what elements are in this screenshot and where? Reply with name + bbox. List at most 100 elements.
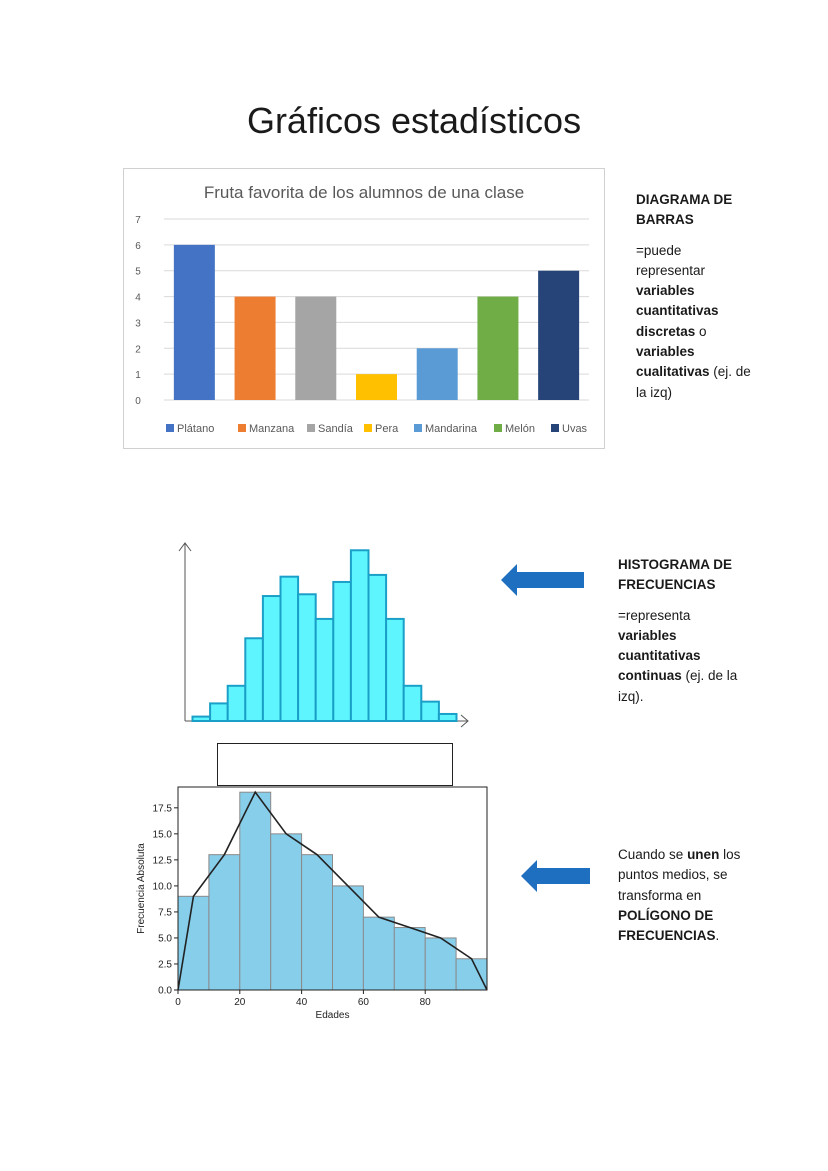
bar-y-tick-label: 3 (135, 318, 141, 329)
poly-l4: POLÍGONO DE (618, 907, 714, 923)
histogram-chart (178, 542, 469, 728)
poly-y-tick-label: 10.0 (153, 881, 173, 892)
poly-l1-bold: unen (687, 847, 720, 862)
page-title: Gráficos estadísticos (246, 100, 582, 141)
histogram-bar-11 (385, 617, 405, 722)
arrow-left-icon (501, 564, 584, 596)
bar-desc-l8: la izq) (636, 384, 673, 400)
bar-desc-l5-bold: discretas (636, 323, 696, 339)
hist-heading-2: FRECUENCIAS (618, 577, 716, 593)
bar-desc-l7-rest: (ej. de (709, 364, 751, 380)
histogram-bar-5 (279, 575, 300, 723)
histogram-bar-0 (191, 715, 212, 723)
frequency-polygon-chart: 0.0 2.5 5.0 7.5 10.0 12.5 15.0 17.5 0 20 40 60 80 Eda… (136, 786, 488, 1021)
histogram-bar-13 (420, 700, 440, 722)
poly-x-tick-label: 60 (358, 997, 370, 1008)
hist-desc-l2: variables (618, 627, 677, 643)
freq-bar-5 (332, 885, 364, 991)
histogram-bar-8 (332, 580, 352, 722)
bar-desc-l4: cuantitativas (636, 303, 719, 319)
histogram-bar-1 (209, 702, 229, 722)
bar-desc-l7-bold: cualitativas (636, 364, 710, 380)
freq-bar-9 (455, 958, 488, 991)
bar-6 (538, 270, 580, 400)
bar-1 (234, 296, 276, 400)
freq-bar-2 (239, 791, 272, 991)
bar-0 (173, 244, 215, 400)
frequency-polygon-line (177, 790, 488, 991)
bar-5 (477, 296, 519, 400)
freq-bar-3 (270, 833, 303, 991)
hist-x-axis-arrow (460, 714, 469, 728)
bar-y-tick-label: 7 (135, 215, 141, 226)
poly-l5-bold: FRECUENCIAS (618, 928, 716, 944)
legend-label: Uvas (562, 423, 588, 435)
hist-heading-1: HISTOGRAMA DE (618, 557, 733, 572)
poly-l5-rest: . (715, 928, 720, 944)
legend-label: Plátano (177, 423, 214, 435)
poly-y-tick-label: 15.0 (153, 829, 173, 840)
bar-desc-l3: variables (636, 283, 695, 299)
bar-y-tick-label: 4 (135, 293, 141, 304)
histogram-bar-12 (402, 684, 423, 723)
bar-chart: Fruta favorita de los alumnos de una cla… (135, 183, 589, 435)
legend-swatch (494, 424, 502, 432)
legend-label: Sandía (318, 423, 354, 435)
bar-3 (356, 374, 397, 400)
bar-desc-l6: variables (636, 344, 695, 360)
histogram-bar-7 (314, 617, 335, 722)
poly-l1-a: Cuando se (618, 847, 688, 862)
empty-label-box (217, 743, 453, 786)
bar-chart-title: Fruta favorita de los alumnos de una cla… (204, 183, 524, 202)
hist-desc-l5: izq). (618, 688, 644, 704)
freq-bar-4 (301, 854, 334, 991)
histogram-bar-3 (244, 637, 264, 722)
hist-desc-l3: cuantitativas (618, 648, 701, 664)
poly-l2: puntos medios, se (618, 867, 728, 883)
bar-y-tick-label: 0 (135, 396, 141, 407)
legend-swatch (238, 424, 246, 432)
poly-x-tick-label: 80 (420, 997, 432, 1008)
bar-y-tick-label: 6 (135, 241, 141, 252)
legend-swatch (551, 424, 559, 432)
poly-y-tick-label: 12.5 (153, 855, 173, 866)
hist-desc-l1: =representa (618, 607, 691, 623)
legend-swatch (414, 424, 422, 432)
freq-bar-7 (393, 927, 426, 991)
poly-l1-b: los (719, 847, 741, 862)
hist-desc-l4-rest: (ej. de la (681, 668, 738, 684)
hist-y-axis-arrow (178, 542, 192, 552)
poly-x-tick-label: 40 (296, 997, 308, 1008)
poly-x-label: Edades (316, 1010, 350, 1021)
poly-y-tick-label: 0.0 (158, 986, 172, 997)
bar-desc-l5-rest: o (695, 323, 707, 339)
poly-y-tick-label: 17.5 (153, 803, 173, 814)
bar-desc-l1: =puede (636, 242, 682, 258)
histogram-bar-14 (437, 712, 458, 723)
bar-chart-frame: Fruta favorita de los alumnos de una cla… (123, 168, 605, 449)
histogram-bar-6 (297, 593, 317, 722)
bar-heading-2: BARRAS (636, 212, 694, 228)
legend-swatch (166, 424, 174, 432)
bar-chart-description: DIAGRAMA DE BARRAS =puede representar va… (636, 190, 776, 403)
legend-label: Pera (375, 423, 399, 435)
freq-bar-6 (362, 916, 395, 991)
freq-bar-0 (177, 895, 210, 991)
poly-plot-frame (177, 786, 488, 991)
legend-label: Mandarina (425, 423, 478, 435)
bar-y-tick-label: 2 (135, 344, 141, 355)
bar-y-tick-label: 5 (135, 267, 141, 278)
poly-y-tick-label: 5.0 (158, 933, 172, 944)
poly-y-tick-label: 2.5 (158, 959, 172, 970)
polygon-description: Cuando se unen los puntos medios, se tra… (618, 845, 768, 946)
arrow-left-icon (521, 860, 590, 892)
bar-2 (295, 296, 337, 400)
hist-desc-l4-bold: continuas (618, 668, 682, 684)
legend-swatch (307, 424, 315, 432)
histogram-bar-2 (226, 684, 247, 723)
poly-l3: transforma en (618, 887, 702, 903)
histogram-bar-9 (349, 549, 370, 723)
legend-label: Melón (505, 423, 535, 435)
histogram-bar-4 (261, 595, 282, 722)
bar-4 (416, 348, 458, 400)
